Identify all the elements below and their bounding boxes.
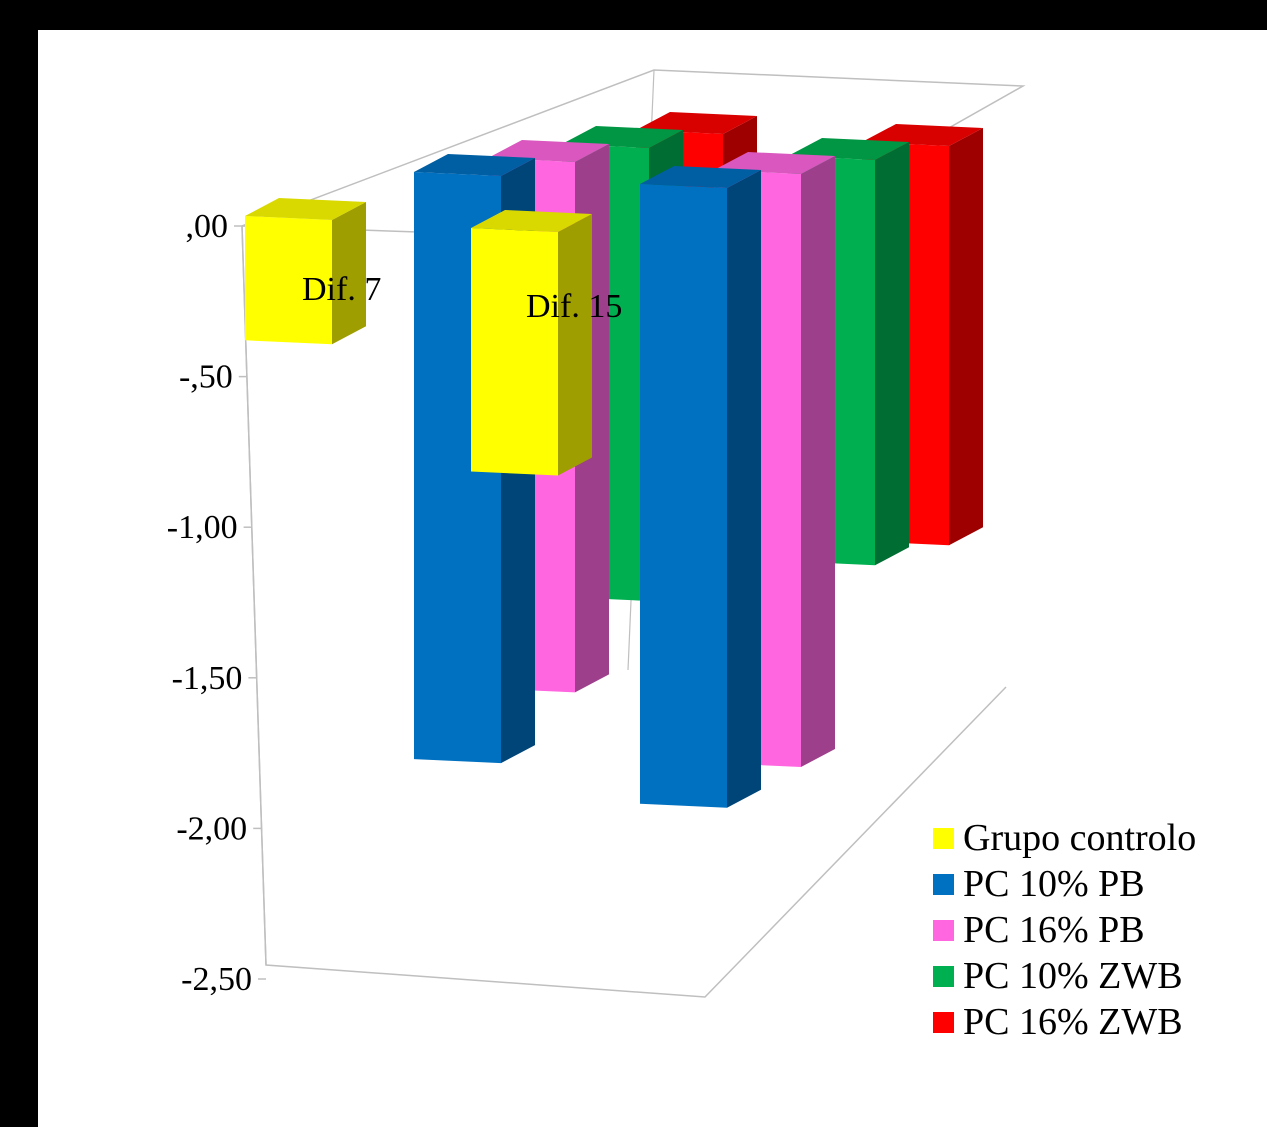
bar-front-face (471, 228, 558, 476)
bar-side-face (558, 214, 592, 476)
category-label: Dif. 7 (302, 271, 381, 308)
legend-swatch (933, 965, 954, 987)
legend-swatch (933, 919, 954, 941)
bar-side-face (875, 142, 909, 566)
legend: Grupo controlo PC 10% PB PC 16% PB PC 10% Z… (933, 815, 1267, 1045)
bar-grupo-controlo-1 (471, 210, 592, 476)
bar-pc-10-pb-1 (640, 166, 761, 808)
bar-top-face (471, 210, 592, 232)
bar-top-face (788, 138, 909, 160)
legend-item: PC 16% PB (933, 907, 1267, 953)
bar-top-face (636, 112, 757, 134)
legend-label: PC 16% PB (963, 909, 1145, 951)
y-tick-label: -1,50 (172, 660, 243, 697)
bar-side-face (727, 170, 761, 808)
y-tick-label: -2,00 (176, 810, 247, 847)
bar-chart-3d: ,00 -,50 -1,00 -1,50 -2,00 -2,50 Dif. 7 Dif. 1… (167, 69, 1026, 998)
category-labels: Dif. 7 Dif. 15 (302, 271, 622, 325)
legend-label: PC 16% ZWB (963, 1001, 1183, 1043)
bar-side-face (801, 156, 835, 767)
bar-top-face (488, 140, 609, 162)
y-axis-labels: ,00 -,50 -1,00 -1,50 -2,00 -2,50 (167, 208, 267, 998)
bars (245, 112, 983, 808)
bar-top-face (640, 166, 761, 188)
category-label: Dif. 15 (526, 288, 622, 325)
y-axis-line (241, 225, 267, 966)
bar-top-face (245, 198, 366, 220)
legend-item: Grupo controlo (933, 815, 1267, 861)
legend-label: PC 10% ZWB (963, 955, 1183, 997)
y-tick-label: -,50 (179, 359, 233, 396)
legend-item: PC 10% ZWB (933, 953, 1267, 999)
bar-top-face (414, 154, 535, 176)
legend-item: PC 10% PB (933, 861, 1267, 907)
bar-front-face (640, 184, 727, 808)
bar-side-face (949, 128, 983, 546)
legend-swatch (933, 827, 954, 849)
bar-front-face (245, 216, 332, 345)
bar-grupo-controlo-0 (245, 198, 366, 345)
legend-swatch (933, 1011, 954, 1033)
y-tick-label: ,00 (186, 208, 229, 245)
y-tick-label: -2,50 (181, 961, 252, 998)
bar-top-face (714, 152, 835, 174)
legend-label: Grupo controlo (963, 817, 1197, 859)
bar-top-face (862, 124, 983, 146)
legend-item: PC 16% ZWB (933, 999, 1267, 1045)
bar-side-face (332, 202, 366, 345)
legend-label: PC 10% PB (963, 863, 1145, 905)
bar-top-face (562, 126, 683, 148)
chart-area: ,00 -,50 -1,00 -1,50 -2,00 -2,50 Dif. 7 Dif. 1… (38, 30, 1267, 1127)
legend-swatch (933, 873, 954, 895)
y-tick-label: -1,00 (167, 509, 238, 546)
